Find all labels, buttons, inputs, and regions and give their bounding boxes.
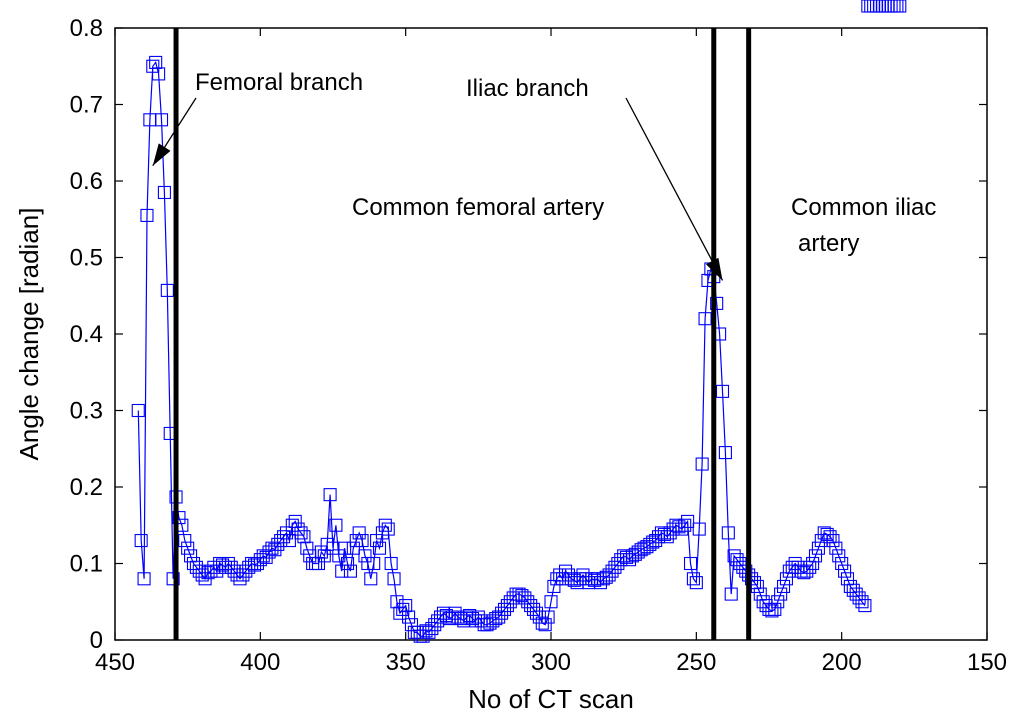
x-tick-label: 150: [967, 649, 1007, 676]
data-point: [855, 595, 869, 609]
x-axis-ticks: 450 400 350 300 250 200 150: [95, 28, 1007, 676]
data-point: [402, 610, 416, 624]
y-tick-label: 0.5: [70, 245, 103, 272]
data-point: [364, 572, 378, 586]
data-point: [282, 533, 296, 548]
data-point: [134, 533, 148, 548]
data-point: [300, 541, 314, 555]
data-point: [678, 518, 692, 532]
data-point: [346, 541, 360, 555]
annotation-common-iliac: Common iliac: [791, 194, 936, 221]
data-point: [544, 595, 558, 609]
data-point: [381, 522, 395, 536]
data-point: [698, 312, 712, 326]
data-point: [387, 572, 401, 586]
data-point: [355, 533, 369, 548]
data-point: [352, 526, 366, 540]
x-tick-label: 400: [240, 649, 280, 676]
data-point: [358, 549, 372, 563]
data-point: [858, 599, 872, 613]
y-tick-label: 0.8: [70, 15, 103, 42]
annotation-femoral-branch: Femoral branch: [195, 69, 363, 96]
data-point: [541, 610, 555, 624]
y-tick-label: 0.6: [70, 168, 103, 195]
annotation-iliac-branch: Iliac branch: [466, 75, 589, 102]
data-point: [538, 618, 552, 632]
y-axis-label: Angle change [radian]: [14, 208, 44, 461]
x-tick-label: 200: [822, 649, 862, 676]
data-point: [152, 67, 166, 81]
y-axis-ticks: 0 0.1 0.2 0.3 0.4 0.5 0.6 0.7 0.8: [70, 15, 987, 654]
data-point: [140, 208, 154, 222]
data-point: [131, 403, 145, 418]
data-point: [137, 572, 151, 586]
data-point: [692, 522, 706, 536]
data-point: [343, 564, 357, 578]
annotation-arrow-head: [152, 143, 171, 166]
data-point: [724, 587, 738, 601]
data-point: [721, 526, 735, 540]
data-point: [838, 564, 852, 578]
data-point: [378, 518, 392, 532]
x-tick-label: 300: [531, 649, 571, 676]
data-point: [689, 576, 703, 590]
data-point: [806, 556, 820, 571]
data-point: [750, 579, 764, 594]
x-tick-label: 250: [676, 649, 716, 676]
y-tick-label: 0: [90, 627, 103, 654]
annotation-arrow-line: [625, 97, 724, 281]
data-point: [323, 488, 337, 502]
data-point: [683, 556, 698, 571]
data-point: [808, 549, 823, 563]
data-point: [695, 457, 709, 471]
data-point: [715, 384, 730, 398]
plot-area: [114, 27, 988, 641]
y-tick-label: 0.4: [70, 321, 103, 348]
y-tick-label: 0.3: [70, 398, 103, 425]
data-point: [835, 556, 849, 571]
data-point: [768, 602, 782, 616]
data-point: [826, 533, 840, 548]
annotation-artery: artery: [798, 230, 859, 257]
data-point: [384, 556, 398, 571]
data-point: [776, 579, 791, 594]
data-point: [172, 511, 186, 525]
data-point: [181, 541, 195, 555]
data-point: [372, 541, 387, 555]
annotation-arrows: [152, 97, 724, 281]
series-markers: [131, 0, 907, 643]
data-point: [811, 541, 825, 555]
y-tick-label: 0.2: [70, 474, 103, 501]
data-point: [681, 514, 695, 528]
data-point: [829, 541, 843, 555]
data-point: [710, 296, 724, 310]
data-point: [340, 556, 355, 571]
data-point: [893, 0, 907, 13]
x-tick-label: 350: [386, 649, 426, 676]
x-axis-label: No of CT scan: [468, 684, 634, 714]
data-point: [832, 549, 846, 563]
data-point: [718, 446, 732, 460]
data-point: [771, 595, 785, 609]
y-tick-label: 0.7: [70, 92, 103, 119]
data-point: [157, 185, 171, 200]
data-point: [154, 113, 169, 127]
x-tick-label: 450: [95, 649, 135, 676]
data-point: [160, 283, 174, 297]
y-tick-label: 0.1: [70, 551, 103, 578]
data-point: [774, 587, 788, 601]
data-point: [367, 556, 381, 571]
data-point: [329, 518, 343, 532]
data-point: [178, 533, 192, 548]
data-point: [166, 572, 180, 586]
annotation-arrow-head: [706, 257, 723, 281]
data-point: [686, 572, 700, 586]
annotation-common-femoral-artery: Common femoral artery: [352, 194, 604, 221]
data-point: [294, 526, 308, 540]
data-point: [338, 541, 352, 555]
